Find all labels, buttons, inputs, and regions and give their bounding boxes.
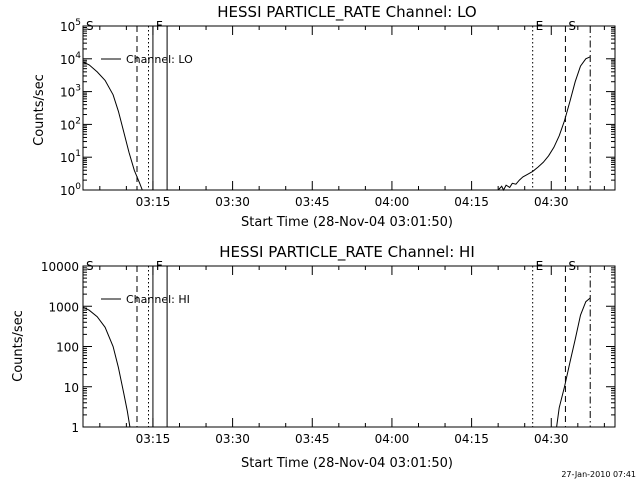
hi-plot-frame [82, 265, 616, 428]
lo-x-tick-label: 04:15 [454, 195, 489, 209]
lo-y-tick-label: 100 [60, 182, 81, 198]
hi-y-tick-label: 10 [64, 381, 79, 395]
render-timestamp: 27-Jan-2010 07:41 [561, 470, 636, 479]
lo-rate-curve-segment [82, 61, 143, 191]
hi-x-tick-label: 04:30 [534, 432, 569, 446]
lo-y-tick-label: 105 [60, 18, 81, 34]
lo-x-tick-label: 03:45 [295, 195, 330, 209]
hi-channel-panel: HESSI PARTICLE_RATE Channel: HI Counts/s… [11, 243, 616, 471]
lo-x-tick-label: 04:00 [375, 195, 410, 209]
lo-y-tick-label: 104 [60, 51, 81, 67]
lo-x-tick-label: 04:30 [534, 195, 569, 209]
hi-x-axis-label: Start Time (28-Nov-04 03:01:50) [241, 456, 453, 471]
hi-x-tick-label: 03:45 [295, 432, 330, 446]
lo-x-axis-label: Start Time (28-Nov-04 03:01:50) [241, 215, 453, 230]
hi-chart-title: HESSI PARTICLE_RATE Channel: HI [219, 243, 475, 262]
hi-event-marker-label: E [536, 259, 544, 273]
hi-y-axis-label: Counts/sec [11, 310, 26, 382]
lo-event-marker-label: S [568, 19, 576, 33]
hi-legend-label: Channel: HI [126, 293, 190, 306]
lo-y-axis-label: Counts/sec [32, 74, 47, 146]
lo-plot-frame [82, 25, 616, 191]
hi-x-tick-label: 03:15 [136, 432, 171, 446]
hi-x-tick-label: 04:00 [375, 432, 410, 446]
hi-event-marker-label: S [568, 259, 576, 273]
lo-y-tick-label: 103 [60, 84, 81, 100]
hi-rate-curve-segment [82, 306, 131, 428]
lo-channel-panel: HESSI PARTICLE_RATE Channel: LO Counts/s… [32, 3, 616, 230]
hi-rate-curve-segment [556, 297, 591, 428]
lo-event-marker-label: E [536, 19, 544, 33]
lo-y-tick-label: 101 [60, 149, 81, 165]
hi-x-tick-label: 04:15 [454, 432, 489, 446]
lo-y-tick-label: 102 [60, 116, 81, 132]
hi-event-marker-label: S [86, 259, 94, 273]
lo-legend-label: Channel: LO [126, 53, 193, 66]
lo-chart-title: HESSI PARTICLE_RATE Channel: LO [217, 3, 476, 22]
hi-y-tick-label: 1000 [48, 300, 79, 314]
lo-rate-curve-segment [497, 56, 591, 192]
hi-x-tick-label: 03:30 [215, 432, 250, 446]
hi-y-tick-label: 10000 [41, 260, 79, 274]
hi-y-tick-label: 1 [71, 421, 79, 435]
lo-x-tick-label: 03:15 [136, 195, 171, 209]
lo-event-marker-label: S [86, 19, 94, 33]
hi-y-tick-label: 100 [56, 341, 79, 355]
hi-event-marker-label: F [156, 259, 163, 273]
lo-x-tick-label: 03:30 [215, 195, 250, 209]
lo-event-marker-label: F [156, 19, 163, 33]
